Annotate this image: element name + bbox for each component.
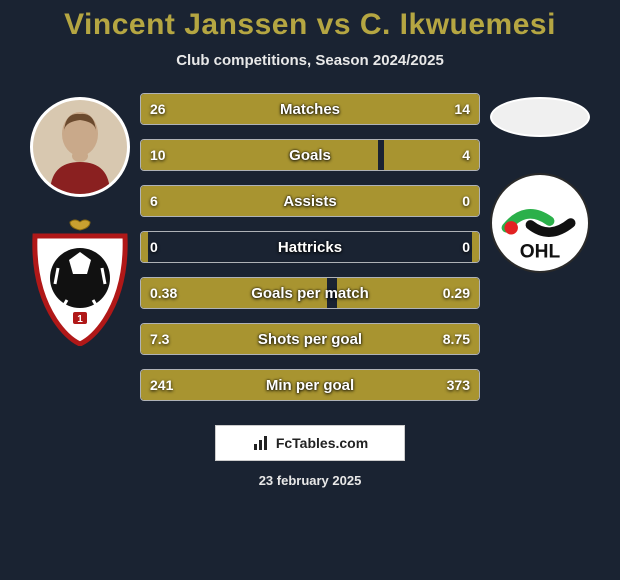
stat-value-right: 4 xyxy=(462,147,470,163)
player-right-club-logo: OHL xyxy=(490,173,590,273)
stat-row: Min per goal241 373 xyxy=(140,369,480,401)
stat-value-right: 0 xyxy=(462,239,470,255)
stat-row: Goals10 4 xyxy=(140,139,480,171)
stat-label: Goals per match xyxy=(140,285,480,302)
main-row: 1 Matches2614Goals104Assists60Hattricks0… xyxy=(0,93,620,401)
shield-icon: 1 xyxy=(25,216,135,346)
stat-value-right: 0.29 xyxy=(443,285,470,301)
stat-label: Assists xyxy=(140,193,480,210)
page-subtitle: Club competitions, Season 2024/2025 xyxy=(176,52,444,69)
footer-label: FcTables.com xyxy=(276,435,368,451)
player-left-avatar xyxy=(30,97,130,197)
stat-label: Goals xyxy=(140,147,480,164)
svg-text:1: 1 xyxy=(77,314,83,325)
stat-value-left: 26 xyxy=(150,101,166,117)
stat-value-right: 373 xyxy=(447,377,470,393)
person-icon xyxy=(40,104,120,194)
svg-text:OHL: OHL xyxy=(520,242,561,263)
stat-label: Shots per goal xyxy=(140,331,480,348)
stat-row: Shots per goal7.3 8.75 xyxy=(140,323,480,355)
player-left-club-logo: 1 xyxy=(25,221,135,341)
stat-row: Matches26 14 xyxy=(140,93,480,125)
stat-value-right: 14 xyxy=(454,101,470,117)
footer-badge[interactable]: FcTables.com xyxy=(215,425,405,461)
player-right-avatar xyxy=(490,97,590,137)
stat-row: Goals per match0.38 0.29 xyxy=(140,277,480,309)
stat-value-left: 6 xyxy=(150,193,158,209)
stat-label: Hattricks xyxy=(140,239,480,256)
chart-icon xyxy=(252,434,270,452)
left-column: 1 xyxy=(20,93,140,341)
stat-value-right: 0 xyxy=(462,193,470,209)
ohl-logo-icon: OHL xyxy=(492,175,588,271)
stat-value-left: 241 xyxy=(150,377,173,393)
stat-row: Hattricks0 0 xyxy=(140,231,480,263)
stat-value-right: 8.75 xyxy=(443,331,470,347)
stat-row: Assists6 0 xyxy=(140,185,480,217)
stat-value-left: 0 xyxy=(150,239,158,255)
stat-value-left: 7.3 xyxy=(150,331,169,347)
stat-label: Min per goal xyxy=(140,377,480,394)
page-title: Vincent Janssen vs C. Ikwuemesi xyxy=(64,8,556,42)
right-column: OHL xyxy=(480,93,600,273)
date-label: 23 february 2025 xyxy=(259,473,362,488)
stat-label: Matches xyxy=(140,101,480,118)
stats-bars: Matches2614Goals104Assists60Hattricks00G… xyxy=(140,93,480,401)
stat-value-left: 10 xyxy=(150,147,166,163)
comparison-card: Vincent Janssen vs C. Ikwuemesi Club com… xyxy=(0,0,620,580)
stat-value-left: 0.38 xyxy=(150,285,177,301)
